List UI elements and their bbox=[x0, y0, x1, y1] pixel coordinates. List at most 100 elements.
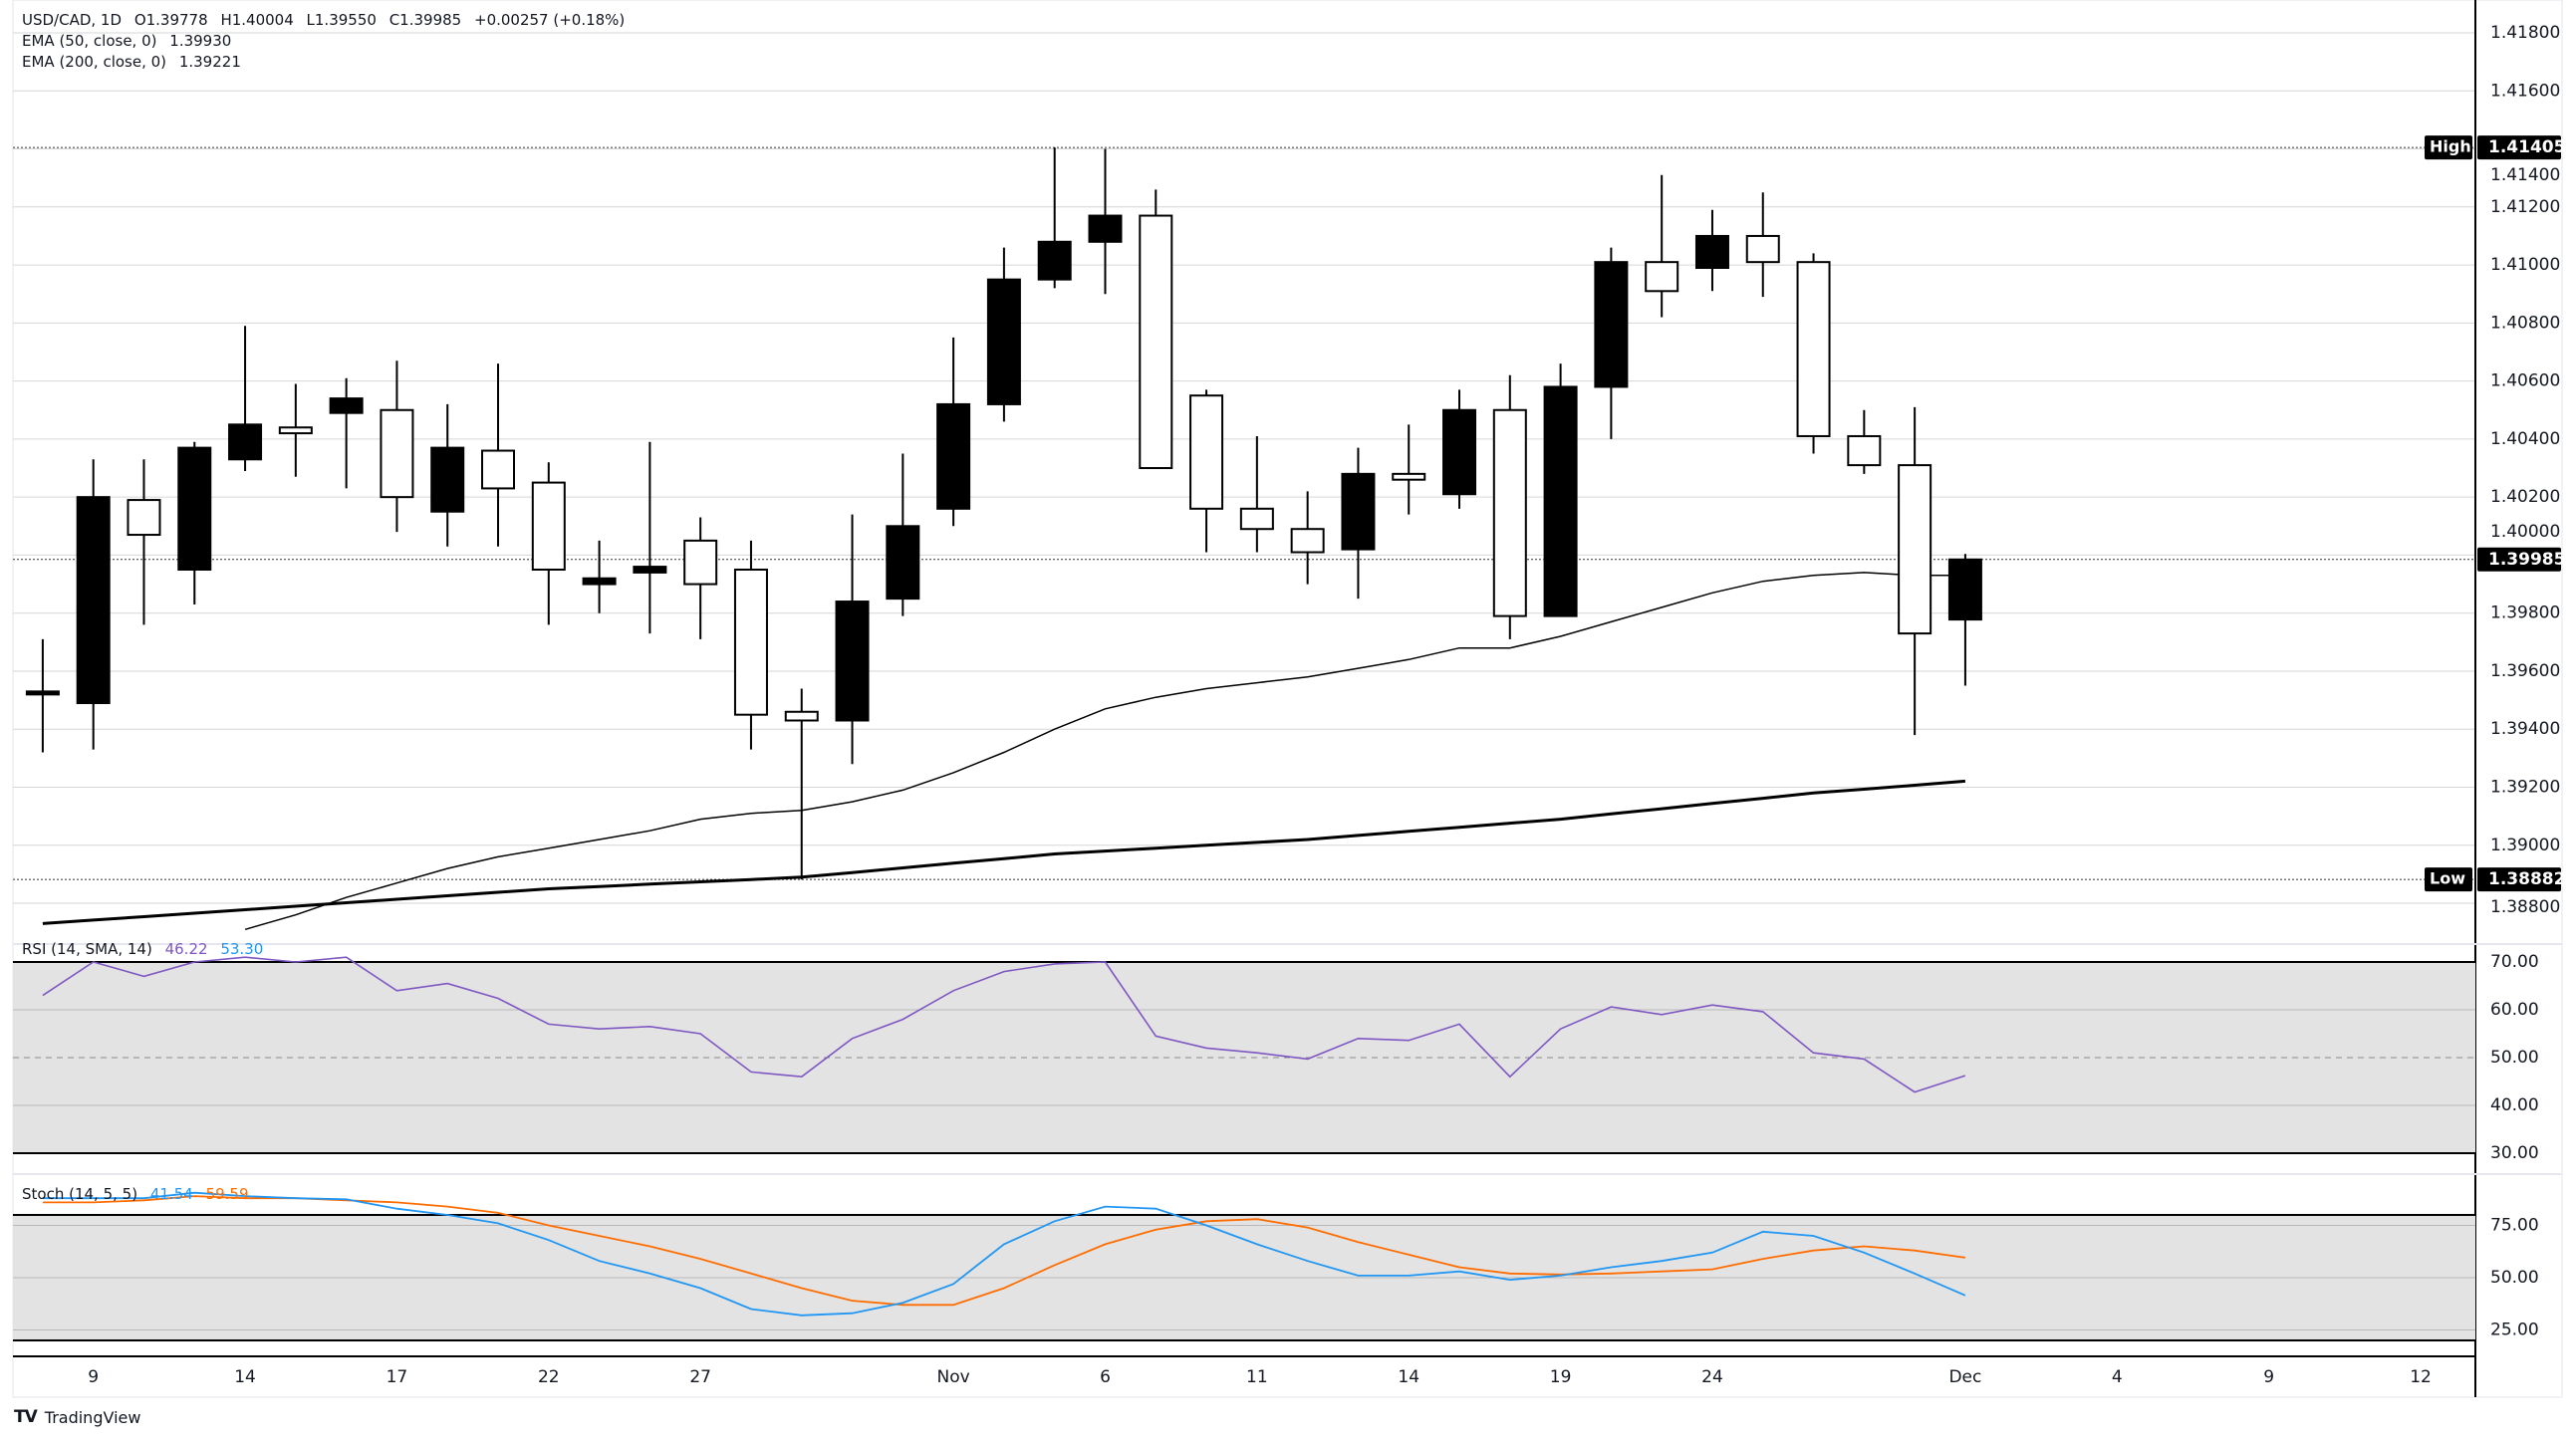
price-tick-label: 1.41400 bbox=[2490, 165, 2560, 185]
candle-body bbox=[1442, 408, 1477, 496]
candle-body bbox=[1594, 261, 1629, 388]
candle bbox=[784, 688, 819, 880]
price-tick-label: 1.40800 bbox=[2490, 313, 2560, 333]
candle-body bbox=[784, 710, 819, 722]
candle-body bbox=[531, 481, 566, 571]
stoch-d-value: 59.59 bbox=[205, 1185, 249, 1203]
time-tick-label: 22 bbox=[538, 1367, 560, 1387]
time-tick-label: 4 bbox=[2112, 1367, 2123, 1387]
price-tick-label: 1.41800 bbox=[2490, 23, 2560, 43]
high-tag bbox=[2425, 135, 2472, 160]
low-tag-label: Low bbox=[2430, 869, 2465, 888]
low-value: L1.39550 bbox=[306, 11, 377, 29]
candle bbox=[1088, 148, 1123, 295]
candle bbox=[986, 247, 1021, 422]
candle bbox=[177, 441, 212, 604]
price-tick-label: 1.39600 bbox=[2490, 661, 2560, 681]
ema50-legend[interactable]: EMA (50, close, 0) 1.39930 bbox=[22, 32, 239, 50]
candle-body bbox=[1139, 214, 1173, 470]
candle bbox=[1898, 406, 1932, 736]
rsi-tick-label: 70.00 bbox=[2490, 952, 2539, 972]
time-tick-label: 14 bbox=[1398, 1367, 1419, 1387]
candle bbox=[1189, 389, 1224, 553]
ema200-line bbox=[42, 779, 1966, 925]
candle bbox=[76, 459, 111, 750]
candle bbox=[1745, 192, 1780, 298]
candle bbox=[1694, 209, 1729, 292]
candle-body bbox=[1694, 234, 1729, 269]
price-tick-label: 1.39800 bbox=[2490, 603, 2560, 623]
stoch-label: Stoch (14, 5, 5) bbox=[22, 1185, 138, 1203]
candle bbox=[733, 540, 768, 750]
chart-frame bbox=[12, 0, 2563, 1398]
candle bbox=[582, 540, 617, 613]
stoch-tick-label: 75.00 bbox=[2490, 1216, 2539, 1236]
candle-body bbox=[886, 525, 920, 601]
candle-body bbox=[1947, 558, 1982, 621]
candle-body bbox=[1239, 507, 1274, 531]
candle-body bbox=[228, 423, 263, 461]
candle-body bbox=[329, 397, 364, 414]
symbol-legend: USD/CAD, 1D O1.39778 H1.40004 L1.39550 C… bbox=[22, 11, 633, 29]
time-tick-label: 17 bbox=[386, 1367, 408, 1387]
candle-body bbox=[1290, 528, 1325, 554]
candle bbox=[1341, 447, 1376, 600]
price-tick-label: 1.39000 bbox=[2490, 836, 2560, 855]
candle bbox=[481, 363, 516, 547]
time-tick-label: Nov bbox=[937, 1367, 970, 1387]
rsi-sma-value: 53.30 bbox=[220, 940, 264, 958]
brand-label: TradingView bbox=[44, 1407, 141, 1427]
tradingview-brand[interactable]: TV TradingView bbox=[14, 1407, 140, 1427]
low-value-label: 1.38882 bbox=[2488, 869, 2565, 889]
candle-body bbox=[1898, 464, 1932, 635]
stoch-tick-label: 25.00 bbox=[2490, 1321, 2539, 1340]
candle bbox=[1645, 174, 1679, 318]
candle bbox=[1947, 554, 1982, 686]
candle-body bbox=[25, 690, 60, 696]
candle bbox=[1239, 435, 1274, 553]
symbol-label[interactable]: USD/CAD, 1D bbox=[22, 11, 123, 29]
open-value: O1.39778 bbox=[133, 11, 208, 29]
candle-body bbox=[1796, 261, 1831, 437]
ema50-line bbox=[244, 572, 1965, 931]
stoch-k-value: 41.54 bbox=[149, 1185, 193, 1203]
stoch-legend[interactable]: Stoch (14, 5, 5) 41.54 59.59 bbox=[22, 1185, 257, 1203]
candle-body bbox=[481, 449, 516, 490]
last-price-value-tag bbox=[2477, 547, 2561, 572]
high-value-tag bbox=[2477, 135, 2561, 160]
close-value: C1.39985 bbox=[388, 11, 462, 29]
ema50-value: 1.39930 bbox=[169, 32, 232, 50]
rsi-tick-label: 60.00 bbox=[2490, 1000, 2539, 1020]
candle-body bbox=[278, 426, 313, 435]
ema200-value: 1.39221 bbox=[178, 53, 241, 71]
stoch-d-line bbox=[42, 1195, 1966, 1307]
candle bbox=[683, 517, 718, 639]
candle bbox=[1139, 189, 1173, 470]
price-tick-label: 1.39400 bbox=[2490, 719, 2560, 739]
change-value: +0.00257 (+0.18%) bbox=[474, 11, 626, 29]
candle-body bbox=[430, 446, 465, 513]
rsi-legend[interactable]: RSI (14, SMA, 14) 46.22 53.30 bbox=[22, 940, 271, 958]
candle bbox=[1492, 374, 1527, 639]
candle-body bbox=[1037, 240, 1072, 281]
ema200-label: EMA (200, close, 0) bbox=[22, 53, 167, 71]
time-tick-label: 24 bbox=[1701, 1367, 1723, 1387]
candle bbox=[329, 377, 364, 489]
ema200-legend[interactable]: EMA (200, close, 0) 1.39221 bbox=[22, 53, 249, 71]
rsi-line bbox=[42, 956, 1966, 1093]
candle-body bbox=[127, 499, 161, 537]
candle-body bbox=[633, 566, 667, 574]
candle-body bbox=[380, 408, 414, 499]
time-tick-label: 6 bbox=[1100, 1367, 1111, 1387]
last-price-value-label: 1.39985 bbox=[2488, 550, 2565, 570]
candle-body bbox=[683, 539, 718, 586]
stoch-k-line bbox=[42, 1191, 1966, 1317]
time-tick-label: 9 bbox=[2263, 1367, 2274, 1387]
candle bbox=[127, 459, 161, 625]
high-value-label: 1.41405 bbox=[2488, 137, 2565, 157]
candle-body bbox=[582, 577, 617, 586]
candle bbox=[1847, 409, 1882, 474]
candle bbox=[1392, 424, 1426, 515]
candle bbox=[886, 453, 920, 616]
